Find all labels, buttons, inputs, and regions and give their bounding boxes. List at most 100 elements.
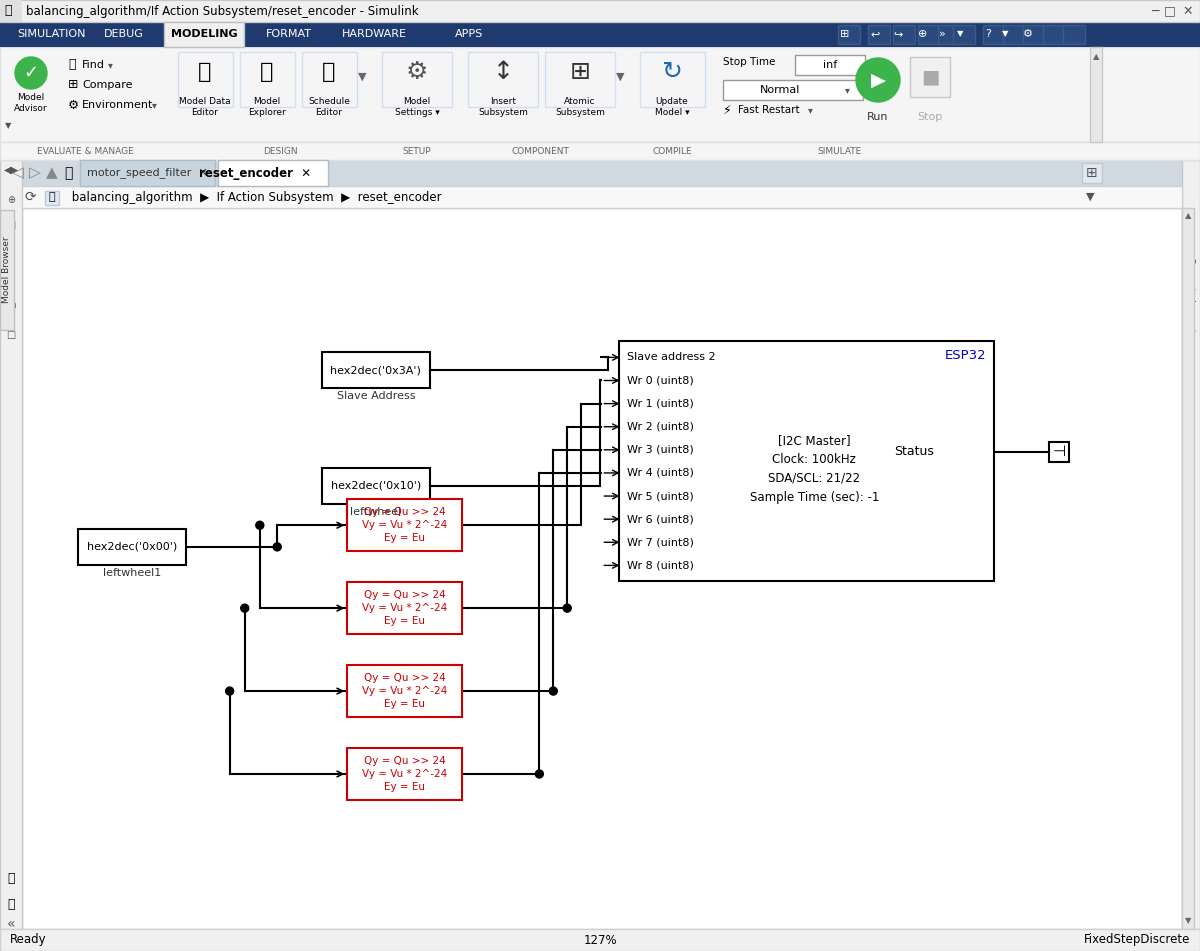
Bar: [893, 25, 916, 44]
Text: Wr 5 (uint8): Wr 5 (uint8): [628, 491, 694, 501]
Text: ▼: ▼: [616, 72, 624, 82]
Bar: [545, 52, 616, 107]
Text: ▾: ▾: [845, 85, 850, 95]
Text: hex2dec('0x3A'): hex2dec('0x3A'): [330, 365, 421, 376]
Text: Stop Time: Stop Time: [722, 57, 775, 67]
Circle shape: [14, 57, 47, 89]
Bar: [1182, 208, 1194, 929]
Text: inf: inf: [823, 60, 838, 70]
Text: ▷: ▷: [29, 165, 41, 181]
Text: ▾: ▾: [108, 60, 113, 70]
Text: COMPILE: COMPILE: [652, 146, 692, 156]
Text: Wr 7 (uint8): Wr 7 (uint8): [628, 537, 695, 547]
Text: □: □: [6, 330, 16, 340]
Text: Environment: Environment: [82, 100, 154, 110]
Text: Wr 3 (uint8): Wr 3 (uint8): [628, 445, 694, 455]
Text: Fast Restart: Fast Restart: [738, 105, 799, 115]
Text: ▼: ▼: [1086, 192, 1094, 202]
Bar: [1050, 442, 1069, 462]
Text: Wr 2 (uint8): Wr 2 (uint8): [628, 421, 695, 432]
Text: ■: ■: [920, 68, 940, 87]
Text: SETUP: SETUP: [403, 146, 431, 156]
Text: SIMULATE: SIMULATE: [818, 146, 862, 156]
Text: Wr 8 (uint8): Wr 8 (uint8): [628, 560, 695, 571]
Bar: [1043, 25, 1066, 44]
Text: ✕: ✕: [1183, 5, 1193, 17]
Text: DEBUG: DEBUG: [104, 29, 144, 39]
Text: MODELING: MODELING: [170, 29, 238, 39]
Text: ⊞: ⊞: [1086, 166, 1098, 180]
Text: Model
Explorer: Model Explorer: [248, 97, 286, 117]
Text: FixedStepDiscrete: FixedStepDiscrete: [1084, 934, 1190, 946]
Bar: [218, 160, 328, 186]
Text: ▲: ▲: [1184, 211, 1192, 221]
Text: ▾: ▾: [152, 100, 157, 110]
Bar: [0, 22, 1200, 47]
Bar: [0, 929, 1200, 951]
Text: ESP32: ESP32: [944, 349, 986, 362]
Bar: [22, 186, 1182, 208]
Text: Schedule
Editor: Schedule Editor: [308, 97, 350, 117]
Bar: [164, 22, 244, 47]
Bar: [1003, 25, 1025, 44]
Bar: [0, 160, 1200, 186]
Bar: [0, 0, 1200, 22]
Circle shape: [241, 604, 248, 612]
Bar: [938, 25, 960, 44]
Text: ◀▶: ◀▶: [4, 165, 18, 175]
Text: leftwheel: leftwheel: [350, 507, 402, 516]
Bar: [1022, 25, 1045, 44]
Text: Aa: Aa: [5, 300, 17, 310]
Text: SIMULATION: SIMULATION: [18, 29, 86, 39]
Text: ▶: ▶: [870, 70, 886, 89]
Text: ▦: ▦: [6, 220, 16, 230]
Bar: [619, 341, 995, 581]
Circle shape: [535, 770, 544, 778]
Text: ⚙: ⚙: [1022, 29, 1033, 39]
Circle shape: [550, 687, 557, 695]
Text: Insert
Subsystem: Insert Subsystem: [478, 97, 528, 117]
Bar: [22, 208, 1182, 929]
Text: 🏠: 🏠: [49, 192, 55, 202]
Bar: [1063, 25, 1085, 44]
Bar: [1182, 160, 1200, 929]
Bar: [468, 52, 538, 107]
Text: Slave Address: Slave Address: [336, 391, 415, 401]
Bar: [347, 582, 462, 634]
Bar: [0, 142, 1200, 160]
Circle shape: [563, 604, 571, 612]
Bar: [240, 52, 295, 107]
Text: ?: ?: [985, 29, 991, 39]
Text: HARDWARE: HARDWARE: [342, 29, 407, 39]
Text: Qy = Qu >> 24
Vy = Vu * 2^-24
Ey = Eu: Qy = Qu >> 24 Vy = Vu * 2^-24 Ey = Eu: [362, 590, 448, 627]
Text: 📅: 📅: [323, 62, 336, 82]
Bar: [322, 468, 430, 504]
Bar: [382, 52, 452, 107]
Text: ⊞: ⊞: [570, 60, 590, 84]
Text: «: «: [7, 917, 16, 931]
Text: ▼: ▼: [956, 29, 964, 38]
Text: Normal: Normal: [760, 85, 800, 95]
Bar: [868, 25, 890, 44]
Bar: [983, 25, 1006, 44]
Text: Wr 0 (uint8): Wr 0 (uint8): [628, 376, 694, 385]
Text: ↕: ↕: [492, 60, 514, 84]
Text: ⊞: ⊞: [840, 29, 850, 39]
Bar: [347, 748, 462, 800]
Text: EVALUATE & MANAGE: EVALUATE & MANAGE: [37, 146, 133, 156]
Text: Model
Settings ▾: Model Settings ▾: [395, 97, 439, 117]
Text: ▼: ▼: [5, 122, 12, 130]
Bar: [0, 160, 22, 929]
Bar: [1082, 163, 1102, 183]
Bar: [302, 52, 358, 107]
Text: Qy = Qu >> 24
Vy = Vu * 2^-24
Ey = Eu: Qy = Qu >> 24 Vy = Vu * 2^-24 Ey = Eu: [362, 756, 448, 792]
Bar: [46, 191, 59, 205]
Text: [I2C Master]
Clock: 100kHz
SDA/SCL: 21/22
Sample Time (sec): -1: [I2C Master] Clock: 100kHz SDA/SCL: 21/2…: [750, 434, 880, 504]
Text: Model
Advisor: Model Advisor: [14, 92, 48, 113]
Text: ⚡: ⚡: [722, 104, 732, 117]
Bar: [80, 160, 215, 186]
Text: Property Inspector: Property Inspector: [1187, 259, 1195, 341]
Bar: [1090, 47, 1102, 142]
Text: ⊕: ⊕: [918, 29, 928, 39]
Text: ─: ─: [1151, 5, 1159, 17]
